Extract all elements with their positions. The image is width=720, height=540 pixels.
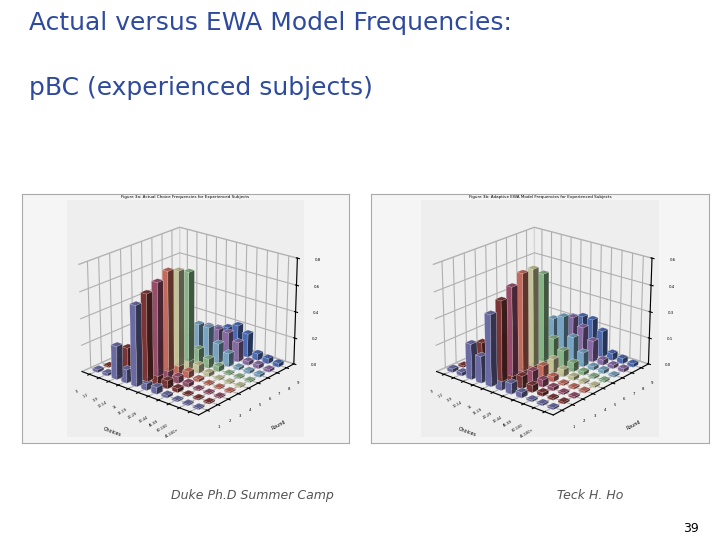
Title: Figure 3a: Actual Choice Frequencies for Experienced Subjects: Figure 3a: Actual Choice Frequencies for… [122,195,249,199]
Text: 39: 39 [683,522,698,535]
Y-axis label: Round: Round [271,420,287,431]
Text: Duke Ph.D Summer Camp: Duke Ph.D Summer Camp [171,489,333,502]
X-axis label: Choices: Choices [102,427,122,438]
X-axis label: Choices: Choices [457,427,477,438]
Text: pBC (experienced subjects): pBC (experienced subjects) [29,76,373,99]
Text: Teck H. Ho: Teck H. Ho [557,489,624,502]
Title: Figure 3b: Adaptive EWA Model Frequencies for Experienced Subjects: Figure 3b: Adaptive EWA Model Frequencie… [469,195,611,199]
Text: Actual versus EWA Model Frequencies:: Actual versus EWA Model Frequencies: [29,11,512,35]
Y-axis label: Round: Round [625,420,642,431]
